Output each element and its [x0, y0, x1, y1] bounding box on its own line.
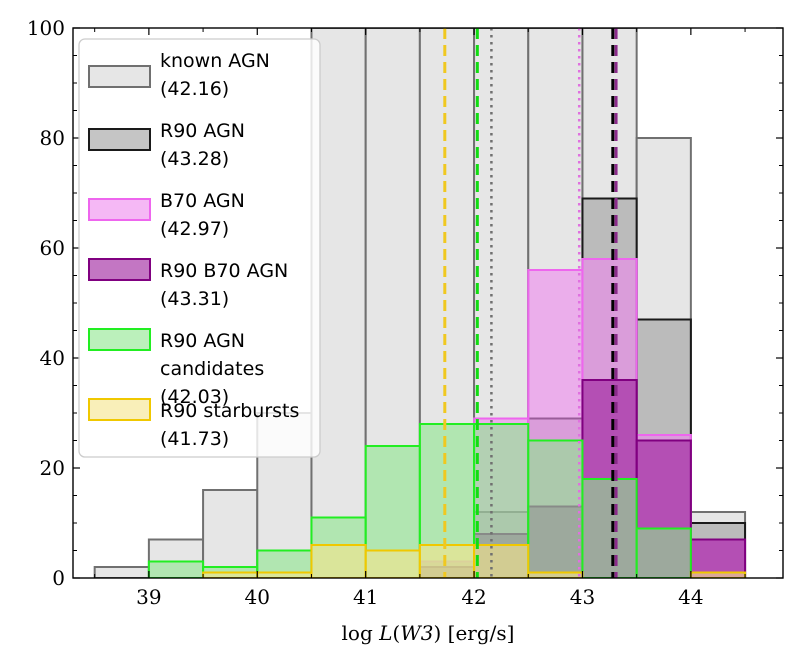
- bar-r90-agn-candidates-9: [581, 478, 638, 578]
- x-tick-label-39: 39: [136, 585, 161, 609]
- legend-label-known-agn-1: (42.16): [160, 78, 229, 100]
- bar-r90-starbursts-7: [473, 544, 530, 578]
- legend-swatch-r90-starbursts: [88, 398, 151, 421]
- bar-r90-starbursts-2: [202, 571, 259, 578]
- bar-r90-agn-candidates-8: [527, 439, 584, 578]
- legend-label-r90-b70-agn-1: (43.31): [160, 288, 229, 310]
- legend-label-b70-agn-1: (42.97): [160, 218, 229, 240]
- bar-r90-starbursts-5: [364, 549, 421, 578]
- legend-swatch-r90-agn-candidates: [88, 328, 151, 351]
- bar-known-agn-0: [93, 566, 150, 578]
- legend-label-r90-agn-candidates-1: candidates: [160, 358, 264, 380]
- y-tick-label-60: 60: [40, 236, 65, 260]
- y-tick-label-40: 40: [40, 346, 65, 370]
- bar-r90-agn-candidates-1: [147, 560, 205, 578]
- legend-swatch-r90-agn: [88, 128, 151, 151]
- x-tick-label-43: 43: [570, 585, 595, 609]
- bar-r90-agn-candidates-10: [635, 527, 692, 578]
- bar-r90-starbursts-6: [418, 544, 476, 578]
- bar-r90-starbursts-8: [527, 571, 584, 578]
- legend-label-known-agn-0: known AGN: [160, 50, 270, 72]
- legend-swatch-known-agn: [88, 65, 151, 88]
- legend-label-r90-agn-0: R90 AGN: [160, 120, 245, 142]
- y-tick-label-0: 0: [52, 566, 65, 590]
- bar-r90-starbursts-3: [256, 571, 313, 578]
- x-tick-label-44: 44: [678, 585, 703, 609]
- legend-label-r90-starbursts-0: R90 starbursts: [160, 400, 299, 422]
- plot-frame: [72, 27, 784, 579]
- legend-label-r90-starbursts-1: (41.73): [160, 428, 229, 450]
- bar-r90-starbursts-11: [689, 571, 747, 578]
- legend-swatch-b70-agn: [88, 198, 151, 221]
- bar-known-agn-2: [202, 489, 259, 578]
- legend-label-b70-agn-0: B70 AGN: [160, 190, 245, 212]
- legend-label-r90-agn-candidates-0: R90 AGN: [160, 330, 245, 352]
- legend-label-r90-b70-agn-0: R90 B70 AGN: [160, 260, 288, 282]
- x-tick-label-40: 40: [245, 585, 270, 609]
- legend: known AGN (42.16) R90 AGN (43.28) B70 AGN (42…: [78, 38, 321, 458]
- x-tick-label-42: 42: [461, 585, 486, 609]
- legend-label-r90-agn-candidates-2: (42.03): [160, 386, 229, 408]
- y-tick-label-100: 100: [27, 16, 65, 40]
- x-tick-label-41: 41: [353, 585, 378, 609]
- y-tick-label-20: 20: [40, 456, 65, 480]
- median-lines: [443, 28, 618, 578]
- x-axis-label: log L(W3) [erg/s]: [342, 621, 515, 645]
- legend-swatch-r90-b70-agn: [88, 258, 151, 281]
- bar-r90-starbursts-4: [310, 544, 367, 578]
- legend-label-r90-agn-1: (43.28): [160, 148, 229, 170]
- y-tick-label-80: 80: [40, 126, 65, 150]
